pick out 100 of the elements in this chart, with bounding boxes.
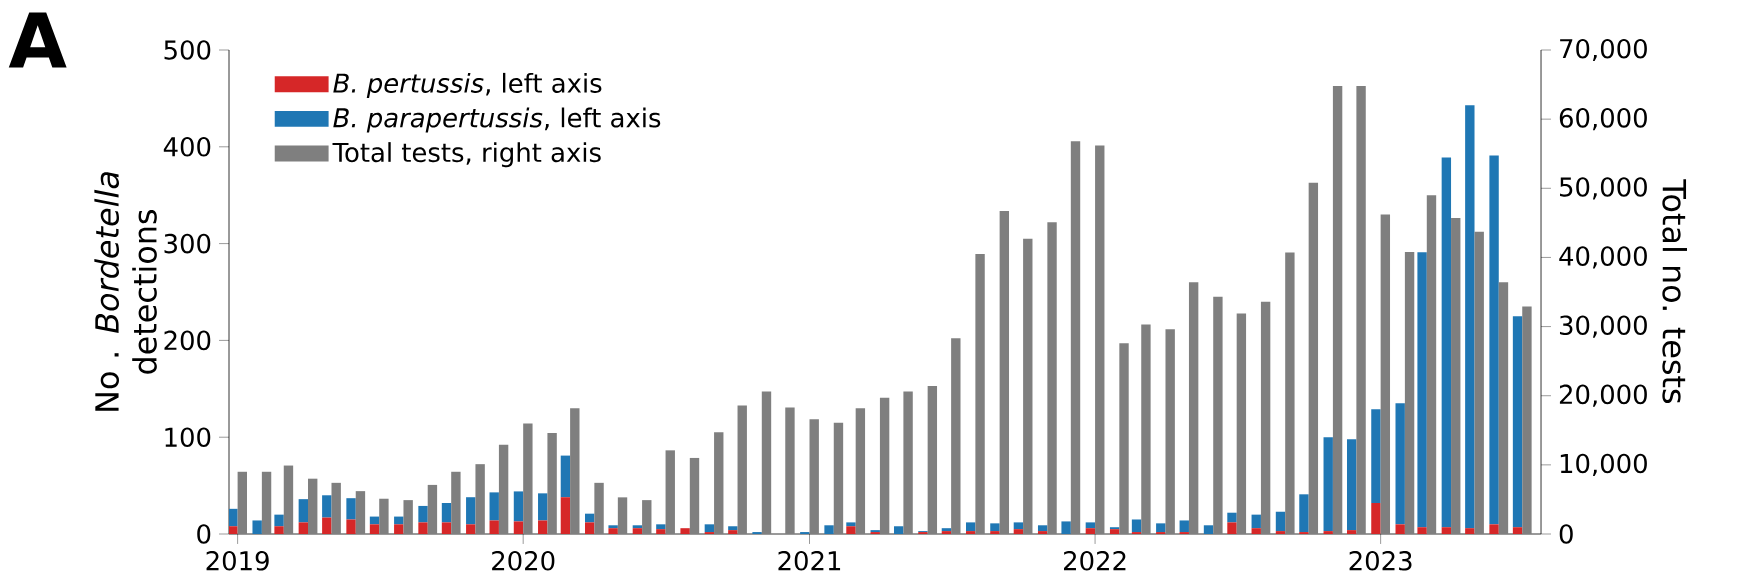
- bar: [1070, 141, 1081, 534]
- bar: [1346, 530, 1357, 534]
- bar: [1227, 522, 1237, 534]
- bar: [538, 520, 548, 534]
- legend-label: B. parapertussis, left axis: [333, 107, 661, 133]
- bar: [1260, 301, 1271, 534]
- x-tick-label: 2023: [1349, 551, 1412, 571]
- legend-label: Total tests, right axis: [332, 142, 601, 168]
- bar: [1371, 503, 1381, 534]
- bar: [990, 531, 1000, 534]
- bar: [632, 525, 643, 529]
- bar: [1285, 252, 1295, 534]
- bar: [498, 444, 509, 534]
- x-tick-label: 2021: [778, 551, 841, 571]
- bar: [441, 522, 452, 534]
- bar: [1013, 529, 1024, 534]
- bar: [1236, 313, 1247, 534]
- bar: [560, 497, 571, 534]
- bar: [237, 471, 247, 534]
- bar: [1356, 85, 1366, 534]
- bar: [608, 528, 618, 534]
- y-tick-label: 0: [197, 524, 211, 544]
- bar: [632, 528, 643, 534]
- bar: [846, 526, 856, 534]
- bar: [951, 338, 961, 534]
- bar: [538, 493, 548, 521]
- bar: [513, 521, 524, 534]
- bar: [1275, 531, 1286, 534]
- bar: [584, 522, 595, 534]
- bar: [1085, 522, 1096, 529]
- bar: [252, 520, 262, 534]
- bar: [1188, 282, 1199, 534]
- bar: [879, 397, 890, 534]
- bar: [1131, 519, 1142, 533]
- bar: [1299, 494, 1309, 533]
- bar: [1512, 527, 1523, 534]
- bar: [594, 482, 604, 534]
- bar: [965, 531, 976, 534]
- bar: [1275, 511, 1286, 532]
- bar: [298, 522, 309, 534]
- bar: [394, 524, 404, 534]
- y2-tick-label: 10,000: [1560, 453, 1647, 476]
- bar: [894, 526, 904, 534]
- x-tick-label: 2022: [1064, 551, 1126, 571]
- bar: [689, 457, 700, 534]
- bar: [1203, 525, 1214, 534]
- bar: [608, 525, 618, 529]
- bar: [369, 524, 380, 534]
- bar: [1332, 85, 1343, 534]
- bar: [489, 492, 499, 521]
- bar: [1061, 521, 1071, 534]
- bar: [1085, 528, 1096, 534]
- bar: [1179, 520, 1189, 533]
- bar: [1013, 522, 1024, 530]
- bar: [1308, 182, 1319, 534]
- y-tick-label: 200: [164, 330, 211, 351]
- x-tick-label: 2019: [206, 551, 269, 571]
- text: A: [8, 12, 67, 68]
- bar: [728, 530, 738, 534]
- bar: [714, 432, 724, 534]
- bar: [229, 508, 238, 527]
- bar: [617, 497, 628, 534]
- bar: [656, 524, 666, 530]
- bar: [331, 482, 341, 534]
- bar: [704, 524, 715, 533]
- bar: [475, 464, 485, 534]
- bar: [642, 500, 652, 534]
- bar: [656, 529, 666, 534]
- bar: [975, 253, 985, 534]
- bar: [229, 526, 238, 534]
- bar: [283, 465, 294, 534]
- bar: [1047, 222, 1057, 534]
- y2-tick-label: 20,000: [1559, 384, 1647, 407]
- bar: [824, 525, 834, 534]
- bar: [489, 520, 499, 534]
- bar: [999, 211, 1010, 534]
- legend-label: B. pertussis, left axis: [333, 72, 602, 98]
- bar: [1119, 343, 1129, 534]
- bar: [1037, 525, 1048, 532]
- bar: [728, 526, 738, 531]
- bar: [403, 500, 413, 534]
- y2-tick-label: 40,000: [1559, 246, 1647, 269]
- bar: [1346, 439, 1357, 531]
- bar: [761, 391, 772, 534]
- bar: [274, 514, 284, 527]
- bar: [1323, 437, 1333, 532]
- bar: [855, 408, 866, 534]
- bar: [1371, 409, 1381, 504]
- bar: [1395, 524, 1405, 534]
- bar: [785, 407, 795, 534]
- bar: [1095, 145, 1105, 534]
- bar: [427, 484, 438, 534]
- bar: [1417, 527, 1427, 534]
- bar: [274, 526, 284, 534]
- x-tick-label: 2020: [492, 551, 555, 571]
- bar: [1213, 296, 1223, 534]
- y2-tick-label: 50,000: [1560, 177, 1647, 200]
- y2-axis-title: Total no. tests: [1662, 179, 1687, 404]
- bar: [1251, 528, 1261, 534]
- bar: [1380, 214, 1391, 534]
